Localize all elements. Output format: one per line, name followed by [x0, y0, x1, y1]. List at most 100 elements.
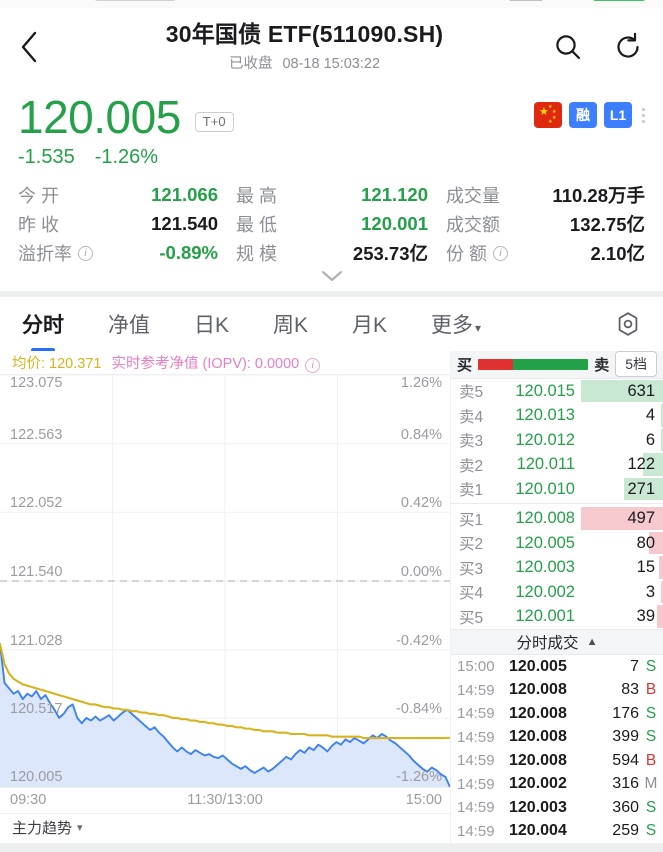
sell-order-price: 120.013: [515, 406, 575, 425]
buy-label: 买: [457, 356, 473, 374]
trade-price: 120.003: [509, 798, 567, 816]
sell-order-volume-cell: 122: [581, 452, 663, 477]
stat-prev-close: 昨 收 121.540: [18, 211, 236, 237]
buy-order-price: 120.002: [515, 582, 575, 601]
stat-label: 成交量: [446, 186, 500, 207]
buy-order-volume-cell: 15: [581, 555, 663, 580]
stat-value: 121.120: [361, 184, 428, 206]
quote-price-row: 120.005 T+0: [18, 94, 645, 141]
stat-shares[interactable]: 份 额 i 2.10亿: [446, 240, 645, 266]
chevron-down-icon: ▾: [77, 821, 83, 834]
buy-order-volume-cell: 39: [581, 604, 663, 629]
tab-weekly-k[interactable]: 周K: [273, 309, 308, 339]
stats-row: 昨 收 121.540 最 低 120.001 成交额 132.75亿: [18, 210, 645, 239]
sell-order-row[interactable]: 卖4 120.013 4: [451, 403, 663, 428]
chart-plot-area[interactable]: 123.075 122.563 122.052 121.540 121.028 120.5…: [0, 374, 450, 787]
sell-order-volume-bar: [660, 404, 663, 427]
margin-badge[interactable]: 融: [569, 102, 597, 128]
buy-order-price: 120.001: [515, 607, 575, 626]
sell-order-row[interactable]: 卖2 120.011 122: [451, 452, 663, 477]
flag-cn-icon: ★ ★ ★ ★ ★: [534, 102, 562, 128]
trade-ticker-header[interactable]: 分时成交 ▲: [451, 628, 663, 655]
buy-order-price: 120.005: [515, 533, 575, 552]
buy-order-price: 120.008: [515, 509, 575, 528]
tab-more[interactable]: 更多 ▾: [431, 309, 481, 339]
chart-legend: 均价: 120.371 实时参考净值 (IOPV): 0.0000 i: [0, 351, 450, 375]
buy-order-volume: 3: [645, 582, 655, 601]
buy-order-row[interactable]: 买1 120.008 497: [451, 506, 663, 531]
depth-level-button[interactable]: 5档: [615, 351, 657, 378]
sell-order-volume-cell: 631: [581, 379, 663, 404]
tab-fenshi[interactable]: 分时: [22, 309, 64, 339]
sell-order-price: 120.010: [515, 479, 575, 498]
trade-time: 14:59: [457, 822, 495, 840]
trade-price: 120.002: [509, 775, 567, 793]
price-change-pct: -1.26%: [94, 145, 159, 168]
trade-direction-flag: B: [645, 681, 657, 699]
chart-svg: [0, 374, 450, 787]
chevron-left-icon: [21, 31, 37, 63]
stat-value: 132.75亿: [569, 214, 645, 236]
ratio-sell-segment: [513, 358, 589, 370]
level1-badge[interactable]: L1: [604, 102, 632, 128]
tab-label: 日K: [194, 313, 230, 337]
search-button[interactable]: [551, 30, 585, 64]
buy-order-price: 120.003: [515, 558, 575, 577]
triangle-up-icon[interactable]: ▲: [586, 635, 598, 648]
sell-order-volume: 6: [645, 430, 655, 449]
search-icon: [556, 35, 581, 60]
buy-order-level-label: 买2: [459, 536, 484, 554]
chart-settings-button[interactable]: [615, 311, 641, 337]
buy-order-level-label: 买1: [459, 511, 484, 529]
trade-volume: 83: [621, 681, 639, 699]
pct-tick-label: -0.84%: [396, 701, 442, 718]
sell-order-row[interactable]: 卖3 120.012 6: [451, 428, 663, 453]
info-icon[interactable]: i: [78, 245, 93, 261]
trade-price: 120.008: [509, 681, 567, 699]
trade-time: 14:59: [457, 775, 495, 793]
trade-time: 14:59: [457, 681, 495, 699]
price-line: [0, 643, 450, 787]
stat-value: 121.540: [151, 213, 218, 235]
stat-value: 121.066: [151, 184, 218, 206]
header-card: 30年国债 ETF(511090.SH) 已收盘 08-18 15:03:22: [0, 8, 663, 291]
more-vertical-icon[interactable]: [639, 107, 645, 123]
info-icon[interactable]: i: [493, 245, 509, 261]
buy-order-row[interactable]: 买5 120.001 39: [451, 604, 663, 629]
market-status-line: 已收盘 08-18 15:03:22: [58, 52, 551, 73]
sell-order-volume: 271: [627, 479, 655, 498]
buy-order-volume-cell: 497: [581, 506, 663, 531]
sell-order-row[interactable]: 卖1 120.010 271: [451, 477, 663, 502]
tab-daily-k[interactable]: 日K: [194, 309, 229, 339]
pct-tick-label: -1.26%: [396, 768, 442, 785]
trade-time: 14:59: [457, 728, 495, 746]
buy-order-volume-bar: [581, 507, 663, 530]
tab-jingzhi[interactable]: 净值: [108, 309, 150, 339]
buy-order-row[interactable]: 买2 120.005 80: [451, 531, 663, 556]
main-trend-selector[interactable]: 主力趋势 ▾: [0, 812, 450, 841]
trade-price: 120.004: [509, 822, 567, 840]
buy-order-row[interactable]: 买4 120.002 3: [451, 580, 663, 605]
refresh-button[interactable]: [611, 30, 645, 64]
stat-open: 今 开 121.066: [18, 182, 236, 208]
avg-price-legend: 均价: 120.371: [12, 355, 102, 372]
buy-order-row[interactable]: 买3 120.003 15: [451, 555, 663, 580]
tab-monthly-k[interactable]: 月K: [352, 309, 387, 339]
sell-order-volume: 122: [627, 455, 655, 474]
info-icon[interactable]: i: [305, 357, 321, 373]
price-area-fill: [0, 643, 450, 787]
back-button[interactable]: [18, 30, 58, 64]
pct-tick-label: 1.26%: [400, 374, 442, 391]
expand-stats-button[interactable]: [0, 267, 663, 291]
iopv-legend: 实时参考净值 (IOPV): 0.0000 i: [111, 352, 321, 373]
quote-change-row: -1.535 -1.26%: [18, 146, 645, 179]
trade-ticker-row: 14:59 120.008 176 S: [451, 702, 663, 726]
trade-price: 120.005: [509, 657, 567, 675]
trade-price: 120.008: [509, 728, 567, 746]
trade-direction-flag: S: [645, 704, 657, 722]
quote-block: 120.005 T+0 ★ ★ ★ ★ ★ 融 L1 -1.535 -1.26%: [0, 86, 663, 179]
buy-order-level-label: 买4: [459, 585, 484, 603]
sell-order-level-label: 卖1: [459, 482, 484, 500]
sell-order-row[interactable]: 卖5 120.015 631: [451, 379, 663, 404]
stat-premium-rate[interactable]: 溢折率 i -0.89%: [18, 240, 236, 266]
